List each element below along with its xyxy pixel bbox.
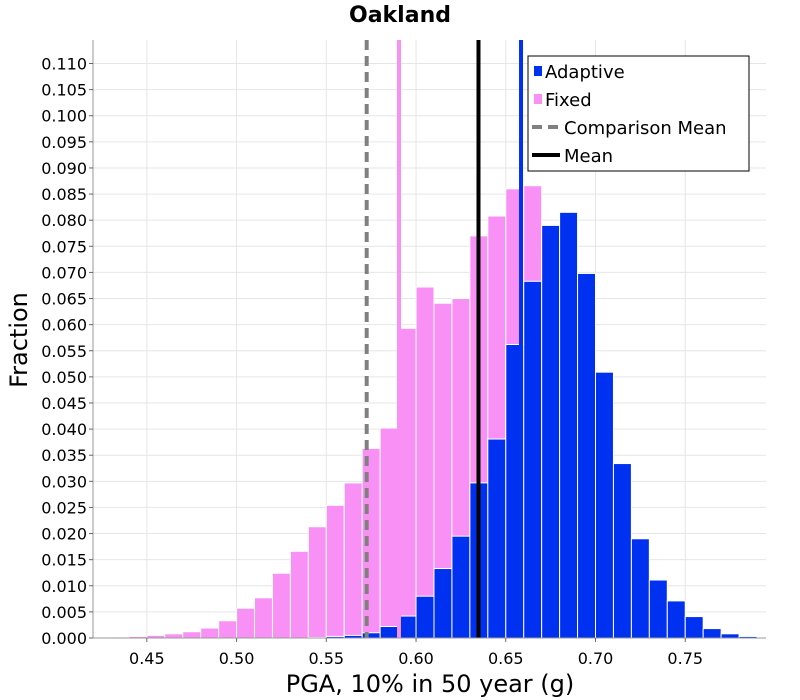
adaptive-series xyxy=(307,211,758,639)
legend-label-mean: Mean xyxy=(564,146,613,167)
fixed-bar xyxy=(343,482,363,639)
adaptive-bar xyxy=(541,224,561,639)
axes xyxy=(92,40,766,639)
y-tick-label: 0.005 xyxy=(41,603,87,622)
fixed-bar xyxy=(182,631,202,639)
fixed-bar xyxy=(200,627,220,639)
adaptive-bar xyxy=(702,628,722,639)
y-tick-label: 0.095 xyxy=(41,133,87,152)
mean-lines xyxy=(364,40,524,638)
y-tick-label: 0.065 xyxy=(41,290,87,309)
y-tick-label: 0.035 xyxy=(41,446,87,465)
y-tick-label: 0.040 xyxy=(41,420,87,439)
legend: Adaptive Fixed Comparison Mean Mean xyxy=(527,55,750,172)
fixed-bar xyxy=(415,286,435,639)
y-tick-label: 0.060 xyxy=(41,316,87,335)
y-tick-label: 0.105 xyxy=(41,81,87,100)
y-tick-label: 0.000 xyxy=(41,629,87,648)
adaptive-bar xyxy=(433,568,453,639)
adaptive-bar xyxy=(523,280,543,639)
legend-label-fixed: Fixed xyxy=(545,90,592,111)
fixed-bar xyxy=(271,572,291,639)
y-axis-label: Fraction xyxy=(5,292,33,388)
adaptive-bar xyxy=(577,272,597,639)
y-tick-label: 0.070 xyxy=(41,263,87,282)
legend-label-adaptive: Adaptive xyxy=(545,62,625,83)
y-tick-label: 0.010 xyxy=(41,577,87,596)
adaptive-bar xyxy=(666,600,686,639)
adaptive-bar xyxy=(595,371,614,639)
y-tick-label: 0.015 xyxy=(41,551,87,570)
y-tick-label: 0.050 xyxy=(41,368,87,387)
fixed-bar xyxy=(307,526,327,639)
adaptive-bar xyxy=(630,538,650,639)
adaptive-bar xyxy=(451,535,471,639)
x-tick-label: 0.75 xyxy=(667,649,703,668)
fixed-bar xyxy=(289,550,309,639)
adaptive-bar xyxy=(684,616,704,639)
y-tick-label: 0.055 xyxy=(41,342,87,361)
fixed-bar xyxy=(325,504,345,639)
fixed-bar xyxy=(164,633,184,639)
adaptive-bar xyxy=(415,595,435,639)
y-tick-label: 0.110 xyxy=(41,55,87,74)
y-tick-label: 0.100 xyxy=(41,107,87,126)
y-tick-label: 0.045 xyxy=(41,394,87,413)
x-tick-label: 0.65 xyxy=(488,649,524,668)
adaptive-bar xyxy=(379,626,399,639)
legend-swatch-adaptive xyxy=(534,66,542,76)
x-axis-label: PGA, 10% in 50 year (g) xyxy=(286,670,575,698)
y-tick-label: 0.090 xyxy=(41,159,87,178)
fixed-bar xyxy=(379,427,399,639)
fixed-bar xyxy=(236,607,256,639)
y-tick-label: 0.085 xyxy=(41,185,87,204)
adaptive-bar xyxy=(648,579,668,639)
adaptive-bar xyxy=(612,463,632,639)
x-tick-label: 0.70 xyxy=(578,649,614,668)
fixed-bar xyxy=(254,597,273,639)
adaptive-bar xyxy=(559,211,579,639)
fixed-bar xyxy=(218,620,238,639)
y-tick-label: 0.075 xyxy=(41,237,87,256)
x-tick-label: 0.55 xyxy=(308,649,344,668)
adaptive-bar xyxy=(720,633,740,639)
y-tick-label: 0.025 xyxy=(41,498,87,517)
x-tick-label: 0.60 xyxy=(398,649,434,668)
x-axis-ticks: 0.45 0.50 0.55 0.60 0.65 0.70 0.75 xyxy=(129,638,703,668)
y-tick-label: 0.080 xyxy=(41,211,87,230)
legend-box xyxy=(527,55,750,172)
x-tick-label: 0.45 xyxy=(129,649,165,668)
chart-title: Oakland xyxy=(349,3,451,28)
y-tick-label: 0.020 xyxy=(41,525,87,544)
adaptive-bar xyxy=(487,438,507,639)
y-axis-ticks: 0.000 0.005 0.010 0.015 0.020 0.025 0.030 0.035… xyxy=(41,55,93,648)
y-tick-label: 0.030 xyxy=(41,472,87,491)
legend-label-comparison-mean: Comparison Mean xyxy=(564,118,727,139)
legend-swatch-fixed xyxy=(534,94,542,104)
x-tick-label: 0.50 xyxy=(219,649,255,668)
